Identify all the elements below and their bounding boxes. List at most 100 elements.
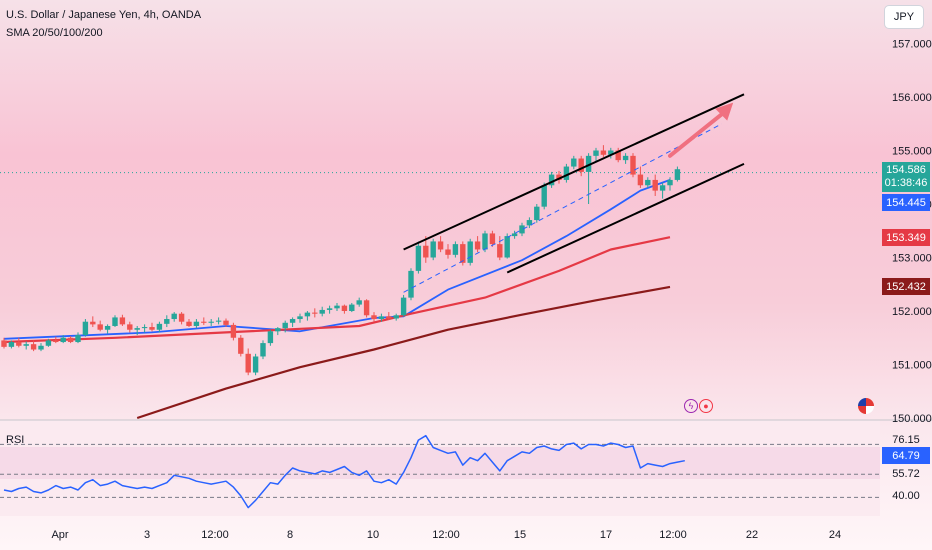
- candle-body: [511, 233, 518, 237]
- candle-body: [141, 327, 148, 329]
- candle-body: [652, 179, 658, 191]
- lightning-icon[interactable]: ϟ: [684, 399, 698, 413]
- time-axis-label: 22: [746, 529, 758, 541]
- candle-body: [408, 270, 414, 298]
- sma50-price-badge: 153.349: [882, 229, 930, 246]
- candle-body: [585, 155, 592, 172]
- bar-countdown: 01:38:46: [884, 177, 928, 189]
- sma-line-2: [3, 236, 671, 344]
- candle-body: [341, 305, 348, 311]
- candle-body: [127, 324, 133, 330]
- candle-body: [289, 319, 296, 323]
- candle-body: [1, 340, 7, 347]
- flag-icon[interactable]: [858, 398, 874, 414]
- candle-body: [659, 185, 666, 191]
- candle-body: [497, 244, 503, 258]
- candle-body: [75, 335, 81, 343]
- candle-body: [275, 328, 281, 332]
- currency-button[interactable]: JPY: [884, 5, 924, 29]
- candle-body: [8, 342, 15, 347]
- candle-body: [297, 316, 303, 320]
- time-axis-label: 24: [829, 529, 841, 541]
- candle-body: [563, 166, 570, 180]
- candle-body: [519, 225, 525, 234]
- symbol-title[interactable]: U.S. Dollar / Japanese Yen, 4h, OANDA: [6, 9, 202, 21]
- candle-body: [252, 356, 259, 373]
- candle-body: [164, 319, 170, 324]
- candle-body: [82, 321, 89, 336]
- candle-body: [371, 315, 377, 320]
- price-axis-label: 155.000: [892, 146, 932, 158]
- candle-body: [304, 312, 311, 317]
- rsi-level-lower: 40.00: [892, 489, 920, 502]
- candle-body: [393, 315, 399, 319]
- candle-body: [245, 353, 251, 373]
- candle-body: [208, 321, 214, 323]
- time-axis-label: Apr: [51, 529, 68, 541]
- time-axis-label: 10: [367, 529, 379, 541]
- time-axis-label: 12:00: [432, 529, 460, 541]
- candle-body: [386, 316, 392, 319]
- candle-body: [238, 337, 244, 354]
- sma20-price-badge: 154.445: [882, 194, 930, 211]
- time-axis-label: 17: [600, 529, 612, 541]
- price-axis-label: 153.000: [892, 253, 932, 265]
- candle-body: [156, 323, 163, 330]
- candle-body: [45, 340, 52, 346]
- candle-body: [201, 321, 207, 323]
- candle-body: [104, 325, 111, 330]
- candle-body: [230, 324, 237, 338]
- candle-body: [445, 249, 451, 255]
- candle-body: [667, 179, 673, 186]
- candle-body: [119, 317, 126, 325]
- price-axis-label: 151.000: [892, 360, 932, 372]
- candle-body: [260, 343, 266, 357]
- candle-body: [30, 344, 37, 350]
- sma100-price-badge: 152.432: [882, 278, 930, 295]
- candle-body: [556, 174, 562, 180]
- candle-body: [223, 320, 229, 325]
- candle-body: [215, 320, 222, 322]
- candle-body: [548, 174, 555, 186]
- candle-body: [608, 150, 614, 155]
- candle-body: [423, 245, 429, 258]
- last-price-value: 154.586: [886, 164, 926, 176]
- candle-body: [578, 158, 584, 172]
- candle-body: [467, 241, 473, 263]
- candle-body: [349, 304, 355, 311]
- candle-body: [38, 345, 44, 350]
- indicator-legend[interactable]: SMA 20/50/100/200: [6, 27, 103, 39]
- candle-body: [334, 305, 340, 309]
- candle-body: [489, 233, 496, 245]
- candle-body: [171, 313, 177, 320]
- candle-body: [600, 150, 607, 155]
- price-axis-label: 152.000: [892, 306, 932, 318]
- rsi-band: [0, 447, 880, 479]
- candle-body: [474, 241, 481, 250]
- candle-body: [504, 236, 510, 258]
- candle-body: [541, 185, 547, 207]
- candle-body: [534, 206, 540, 221]
- projection-arrow-shaft: [668, 112, 724, 158]
- candle-body: [193, 321, 200, 326]
- channel-lower-line: [506, 162, 745, 274]
- candle-body: [593, 150, 599, 156]
- candle-body: [149, 327, 155, 330]
- candle-body: [16, 342, 22, 346]
- rsi-level-middle: 55.72: [892, 467, 920, 480]
- channel-mid-line: [403, 123, 723, 293]
- projection-arrow-head: [715, 102, 734, 121]
- channel-upper-line: [403, 93, 745, 251]
- rsi-label[interactable]: RSI: [6, 434, 25, 446]
- candle-body: [319, 309, 325, 314]
- candle-body: [430, 241, 436, 258]
- candle-body: [53, 340, 59, 343]
- time-axis-label: 12:00: [201, 529, 229, 541]
- candle-body: [378, 316, 385, 320]
- candle-body: [452, 244, 459, 255]
- candle-body: [23, 344, 29, 346]
- candle-body: [112, 317, 118, 326]
- event-icon[interactable]: ●: [699, 399, 713, 413]
